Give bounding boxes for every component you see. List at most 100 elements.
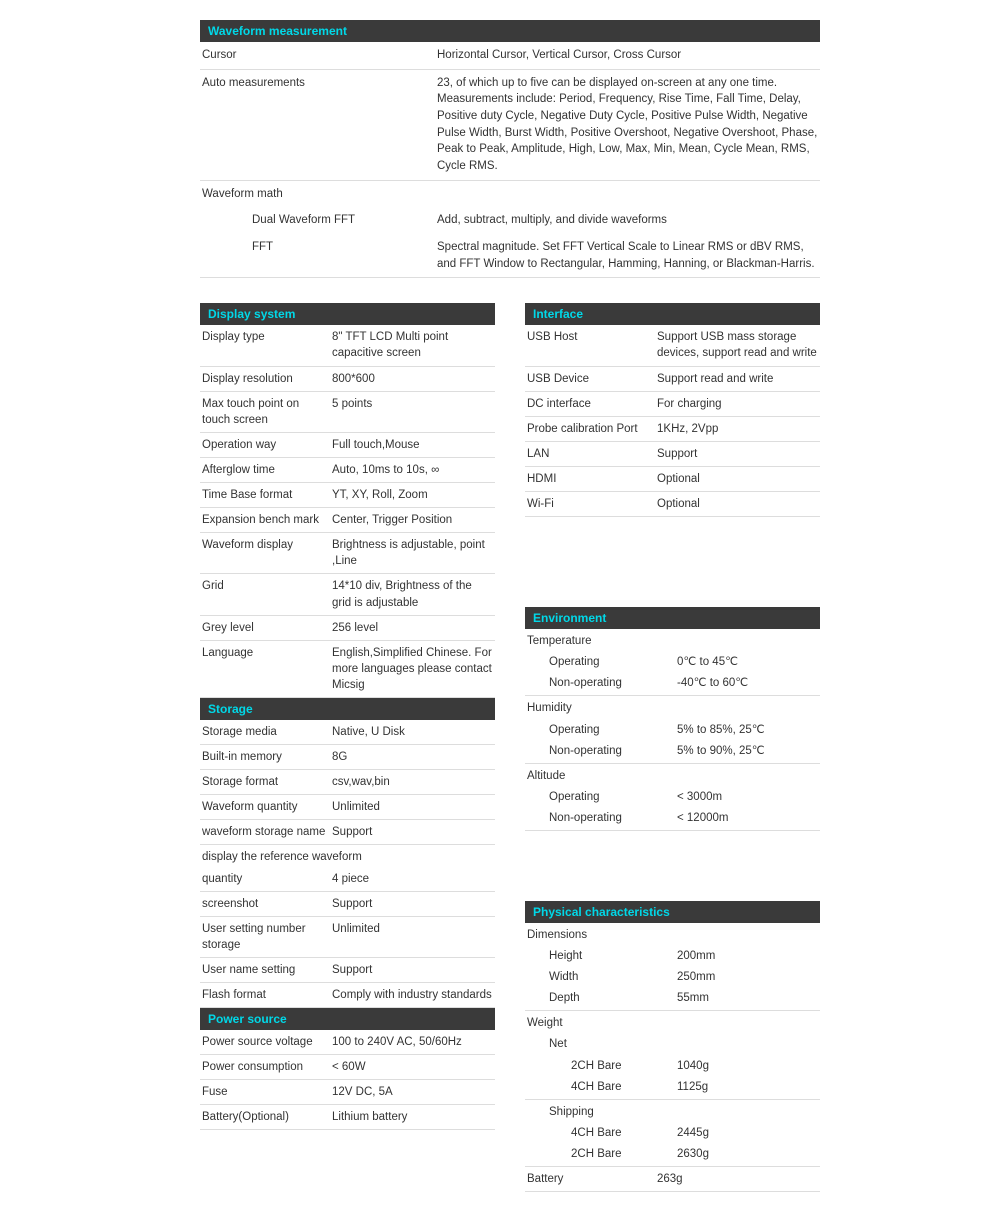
spec-value: Native, U Disk — [332, 724, 493, 740]
spec-label: Max touch point on touch screen — [202, 396, 332, 428]
spec-value: -40℃ to 60℃ — [677, 675, 818, 691]
env-rows: TemperatureOperating0℃ to 45℃Non-operati… — [525, 629, 820, 831]
spec-label: Shipping — [527, 1104, 677, 1120]
spec-row: Temperature — [525, 629, 820, 650]
spec-row: HDMIOptional — [525, 467, 820, 492]
section-header-interface: Interface — [525, 303, 820, 325]
spec-label: Grey level — [202, 620, 332, 636]
spec-label: Waveform quantity — [202, 799, 332, 815]
spec-value: 2630g — [677, 1146, 818, 1162]
spec-label: Afterglow time — [202, 462, 332, 478]
spec-value: Support read and write — [657, 371, 818, 387]
spec-row: 2CH Bare2630g — [525, 1142, 820, 1167]
spec-value: 4 piece — [332, 871, 493, 887]
spec-value: 1KHz, 2Vpp — [657, 421, 818, 437]
spec-row: Expansion bench markCenter, Trigger Posi… — [200, 508, 495, 533]
spec-value: 23, of which up to five can be displayed… — [437, 75, 818, 175]
spec-value: For charging — [657, 396, 818, 412]
spec-value: 2445g — [677, 1125, 818, 1141]
spec-label: DC interface — [527, 396, 657, 412]
section-header-power: Power source — [200, 1008, 495, 1030]
spec-row: User setting number storageUnlimited — [200, 917, 495, 958]
spec-row: Waveform quantityUnlimited — [200, 795, 495, 820]
spec-label: Waveform display — [202, 537, 332, 569]
spec-label: Operation way — [202, 437, 332, 453]
spec-value: 100 to 240V AC, 50/60Hz — [332, 1034, 493, 1050]
spec-label: Display type — [202, 329, 332, 361]
spec-row: Depth55mm — [525, 986, 820, 1011]
spec-value: 5 points — [332, 396, 493, 428]
spec-label: Operating — [527, 722, 677, 738]
spec-value: 14*10 div, Brightness of the grid is adj… — [332, 578, 493, 610]
spec-row: USB DeviceSupport read and write — [525, 367, 820, 392]
spec-value: < 12000m — [677, 810, 818, 826]
spec-label: Temperature — [527, 633, 657, 649]
spec-label: FFT — [202, 239, 437, 272]
spec-label: Built-in memory — [202, 749, 332, 765]
spec-row: quantity4 piece — [200, 867, 495, 892]
spec-row: Non-operating5% to 90%, 25℃ — [525, 739, 820, 764]
spec-row: Width250mm — [525, 965, 820, 986]
spec-row: Operating5% to 85%, 25℃ — [525, 718, 820, 739]
spec-value — [677, 1104, 818, 1120]
spec-value: 12V DC, 5A — [332, 1084, 493, 1100]
spec-label: Dual Waveform FFT — [202, 212, 437, 229]
spec-row: Probe calibration Port1KHz, 2Vpp — [525, 417, 820, 442]
spec-row: 4CH Bare2445g — [525, 1121, 820, 1142]
spec-row: USB HostSupport USB mass storage devices… — [525, 325, 820, 366]
spec-row: Waveform math — [200, 181, 820, 208]
two-column-layout: Display system Display type8" TFT LCD Mu… — [200, 303, 820, 1192]
spec-value: 1040g — [677, 1058, 818, 1074]
spec-label: Operating — [527, 789, 677, 805]
spec-row: DC interfaceFor charging — [525, 392, 820, 417]
spec-value: Support — [657, 446, 818, 462]
spec-row: Non-operating-40℃ to 60℃ — [525, 671, 820, 696]
spec-label: Auto measurements — [202, 75, 437, 175]
spec-label: Operating — [527, 654, 677, 670]
spec-value: 263g — [657, 1171, 818, 1187]
spec-label: 2CH Bare — [527, 1058, 677, 1074]
spec-value: 0℃ to 45℃ — [677, 654, 818, 670]
spec-label: Probe calibration Port — [527, 421, 657, 437]
spec-label: Battery(Optional) — [202, 1109, 332, 1125]
spec-value: 200mm — [677, 948, 818, 964]
interface-rows: USB HostSupport USB mass storage devices… — [525, 325, 820, 517]
section-header-physical: Physical characteristics — [525, 901, 820, 923]
spec-label: USB Device — [527, 371, 657, 387]
spec-row: Display resolution800*600 — [200, 367, 495, 392]
section-header-waveform: Waveform measurement — [200, 20, 820, 42]
waveform-measurement-section: Waveform measurement Cursor Horizontal C… — [200, 20, 820, 278]
spec-value: Unlimited — [332, 921, 493, 953]
spec-label: Time Base format — [202, 487, 332, 503]
spec-label: 4CH Bare — [527, 1125, 677, 1141]
spec-value: csv,wav,bin — [332, 774, 493, 790]
spec-label: Battery — [527, 1171, 657, 1187]
spec-label: Wi-Fi — [527, 496, 657, 512]
spec-value: 8G — [332, 749, 493, 765]
spec-value: Spectral magnitude. Set FFT Vertical Sca… — [437, 239, 818, 272]
spec-value: Lithium battery — [332, 1109, 493, 1125]
spec-row: Power consumption< 60W — [200, 1055, 495, 1080]
spec-value: Optional — [657, 496, 818, 512]
spec-row: LANSupport — [525, 442, 820, 467]
spec-label: waveform storage name — [202, 824, 332, 840]
spec-row: User name settingSupport — [200, 958, 495, 983]
spec-label: Width — [527, 969, 677, 985]
section-header-display: Display system — [200, 303, 495, 325]
spec-value — [437, 186, 818, 203]
spec-value: Support — [332, 824, 493, 840]
spec-value — [657, 700, 818, 716]
spec-label: LAN — [527, 446, 657, 462]
spec-label: Expansion bench mark — [202, 512, 332, 528]
spec-row: Battery(Optional)Lithium battery — [200, 1105, 495, 1130]
spec-label: quantity — [202, 871, 332, 887]
spec-value: Support — [332, 962, 493, 978]
spec-row: screenshotSupport — [200, 892, 495, 917]
spec-label: Dimensions — [527, 927, 657, 943]
spec-value: Optional — [657, 471, 818, 487]
spec-label: User setting number storage — [202, 921, 332, 953]
spec-label: Non-operating — [527, 743, 677, 759]
spec-row: Grey level256 level — [200, 616, 495, 641]
spec-value: 800*600 — [332, 371, 493, 387]
spec-value: Full touch,Mouse — [332, 437, 493, 453]
